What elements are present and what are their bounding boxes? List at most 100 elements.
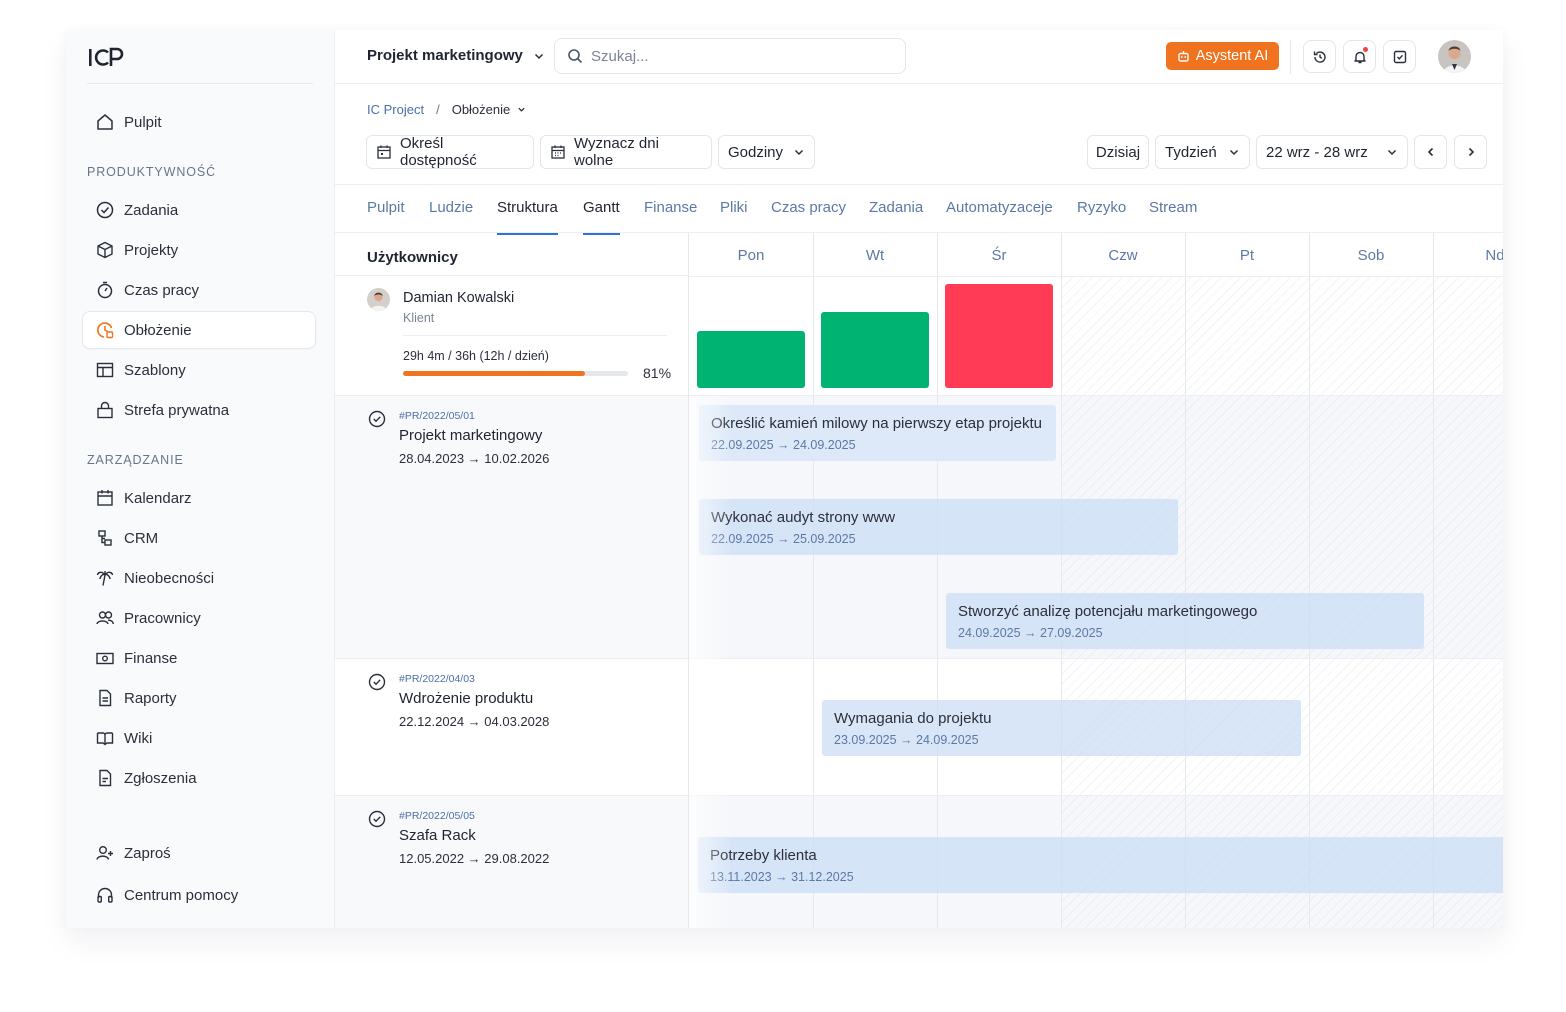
avatar-photo-icon	[1438, 40, 1471, 73]
calendar-icon	[377, 145, 391, 159]
tasks-button[interactable]	[1383, 40, 1416, 73]
sidebar-item-zadania[interactable]: Zadania	[83, 192, 315, 228]
icp-logo-icon	[89, 47, 124, 66]
tab-struktura[interactable]: Struktura	[497, 199, 558, 235]
tab-ryzyko[interactable]: Ryzyko	[1077, 199, 1127, 216]
user-avatar[interactable]	[1438, 40, 1471, 73]
project-dates: 28.04.2023 → 10.02.2026	[399, 451, 550, 466]
day-header-pon: Pon	[737, 247, 765, 264]
sidebar-item-label: Projekty	[124, 241, 179, 259]
sidebar-item-pracownicy[interactable]: Pracownicy	[83, 600, 315, 636]
main-area: Projekt marketingowy Szukaj... Asystent …	[335, 30, 1503, 928]
users-column: Użytkownicy Damian Kowalski Klient 29h 4…	[335, 233, 689, 928]
tab-automatyzacje[interactable]: Automatyzaceje	[946, 199, 1053, 216]
chevron-down-icon	[1229, 149, 1239, 156]
sidebar-item-czas-pracy[interactable]: Czas pracy	[83, 272, 315, 308]
today-label: Dzisiaj	[1095, 143, 1141, 161]
days-off-button[interactable]: Wyznacz dni wolne	[540, 135, 712, 169]
tab-finanse[interactable]: Finanse	[644, 199, 698, 216]
robot-icon	[1178, 50, 1189, 62]
daily-load-bar[interactable]	[697, 331, 805, 388]
sidebar-item-kalendarz[interactable]: Kalendarz	[83, 480, 315, 516]
check-circle-icon	[368, 810, 386, 828]
notifications-button[interactable]	[1343, 40, 1376, 73]
availability-button[interactable]: Określ dostępność	[366, 135, 534, 169]
tab-pulpit[interactable]: Pulpit	[367, 199, 405, 216]
day-header-czw: Czw	[1108, 247, 1138, 264]
project-row[interactable]: #PR/2022/05/05 Szafa Rack 12.05.2022 → 2…	[335, 796, 688, 928]
top-bar: Projekt marketingowy Szukaj... Asystent …	[335, 30, 1503, 84]
tab-czas-pracy[interactable]: Czas pracy	[771, 199, 847, 216]
user-row-avatar	[367, 288, 390, 311]
banknote-icon	[96, 652, 114, 665]
book-icon	[96, 732, 114, 746]
task-dates: 24.09.2025 → 27.09.2025	[958, 626, 1103, 640]
today-button[interactable]: Dzisiaj	[1087, 135, 1149, 169]
sidebar-item-strefa-prywatna[interactable]: Strefa prywatna	[83, 392, 315, 428]
user-row[interactable]: Damian Kowalski Klient 29h 4m / 36h (12h…	[335, 276, 688, 396]
task-bar[interactable]: Wykonać audyt strony www 22.09.2025 → 25…	[699, 499, 1178, 555]
user-name: Damian Kowalski	[403, 290, 515, 306]
tab-zadania[interactable]: Zadania	[869, 199, 924, 216]
sidebar-item-centrum-pomocy[interactable]: Centrum pomocy	[83, 877, 315, 913]
task-bar[interactable]: Potrzeby klienta 13.11.2023 → 31.12.2025	[698, 837, 1503, 893]
ai-assistant-button[interactable]: Asystent AI	[1166, 42, 1279, 70]
users-column-header: Użytkownicy	[335, 233, 688, 276]
user-role: Klient	[403, 311, 435, 325]
sidebar-item-pulpit[interactable]: Pulpit	[83, 104, 315, 140]
palm-tree-icon	[96, 571, 114, 586]
unit-select[interactable]: Godziny	[718, 135, 815, 169]
user-hours: 29h 4m / 36h (12h / dzień)	[403, 349, 549, 363]
sidebar-item-szablony[interactable]: Szablony	[83, 352, 315, 388]
logo[interactable]	[87, 45, 127, 69]
sidebar-item-nieobecnosci[interactable]: Nieobecności	[83, 560, 315, 596]
search-input[interactable]: Szukaj...	[554, 38, 906, 74]
sidebar-item-zapros[interactable]: Zaproś	[83, 835, 315, 871]
task-bar[interactable]: Określić kamień milowy na pierwszy etap …	[699, 405, 1056, 461]
sidebar-item-label: Czas pracy	[124, 281, 200, 299]
section-header-management: ZARZĄDZANIE	[87, 453, 184, 467]
sidebar-item-zgloszenia[interactable]: Zgłoszenia	[83, 760, 315, 796]
unit-select-value: Godziny	[728, 143, 784, 161]
breadcrumb-root[interactable]: IC Project	[367, 102, 425, 117]
user-utilization-bar	[403, 371, 628, 376]
prev-week-button[interactable]	[1414, 135, 1447, 169]
breadcrumb-current[interactable]: Obłożenie	[452, 102, 527, 117]
task-dates: 22.09.2025 → 24.09.2025	[711, 438, 856, 452]
calendar-grid-icon	[551, 145, 565, 159]
task-bar[interactable]: Wymagania do projektu 23.09.2025 → 24.09…	[822, 700, 1301, 756]
sidebar-item-label: Raporty	[124, 689, 177, 707]
sidebar-item-wiki[interactable]: Wiki	[83, 720, 315, 756]
app-window: Pulpit PRODUKTYWNOŚĆ Zadania Projekty Cz…	[66, 30, 1503, 928]
project-dates: 12.05.2022 → 29.08.2022	[399, 851, 550, 866]
project-row[interactable]: #PR/2022/05/01 Projekt marketingowy 28.0…	[335, 396, 688, 659]
sidebar-item-label: Zadania	[124, 201, 179, 219]
sidebar-item-crm[interactable]: CRM	[83, 520, 315, 556]
daily-load-bar[interactable]	[945, 284, 1053, 388]
view-select[interactable]: Tydzień	[1155, 135, 1250, 169]
daily-load-bar[interactable]	[821, 312, 929, 388]
task-bar[interactable]: Stworzyć analizę potencjału marketingowe…	[946, 593, 1424, 649]
tab-bar: Pulpit Ludzie Struktura Gantt Finanse Pl…	[335, 184, 1503, 235]
sidebar-item-raporty[interactable]: Raporty	[83, 680, 315, 716]
chevron-down-icon	[794, 149, 804, 156]
project-selector[interactable]: Projekt marketingowy	[367, 47, 545, 64]
breadcrumb-separator: /	[436, 102, 440, 117]
tab-ludzie[interactable]: Ludzie	[429, 199, 474, 216]
lock-icon	[97, 401, 113, 419]
project-selector-label: Projekt marketingowy	[367, 47, 523, 64]
next-week-button[interactable]	[1454, 135, 1487, 169]
history-button[interactable]	[1303, 40, 1336, 73]
sidebar-item-finanse[interactable]: Finanse	[83, 640, 315, 676]
sidebar-item-oblozenie[interactable]: Obłożenie	[83, 312, 315, 348]
tab-gantt[interactable]: Gantt	[583, 199, 620, 235]
sidebar-item-projekty[interactable]: Projekty	[83, 232, 315, 268]
chevron-down-icon	[518, 107, 525, 112]
tab-pliki[interactable]: Pliki	[720, 199, 748, 216]
task-dates: 23.09.2025 → 24.09.2025	[834, 733, 979, 747]
date-range-select[interactable]: 22 wrz - 28 wrz	[1256, 135, 1408, 169]
reports-icon	[99, 689, 112, 707]
project-row[interactable]: #PR/2022/04/03 Wdrożenie produktu 22.12.…	[335, 659, 688, 796]
tab-stream[interactable]: Stream	[1149, 199, 1198, 216]
checkbox-icon	[1393, 50, 1406, 63]
